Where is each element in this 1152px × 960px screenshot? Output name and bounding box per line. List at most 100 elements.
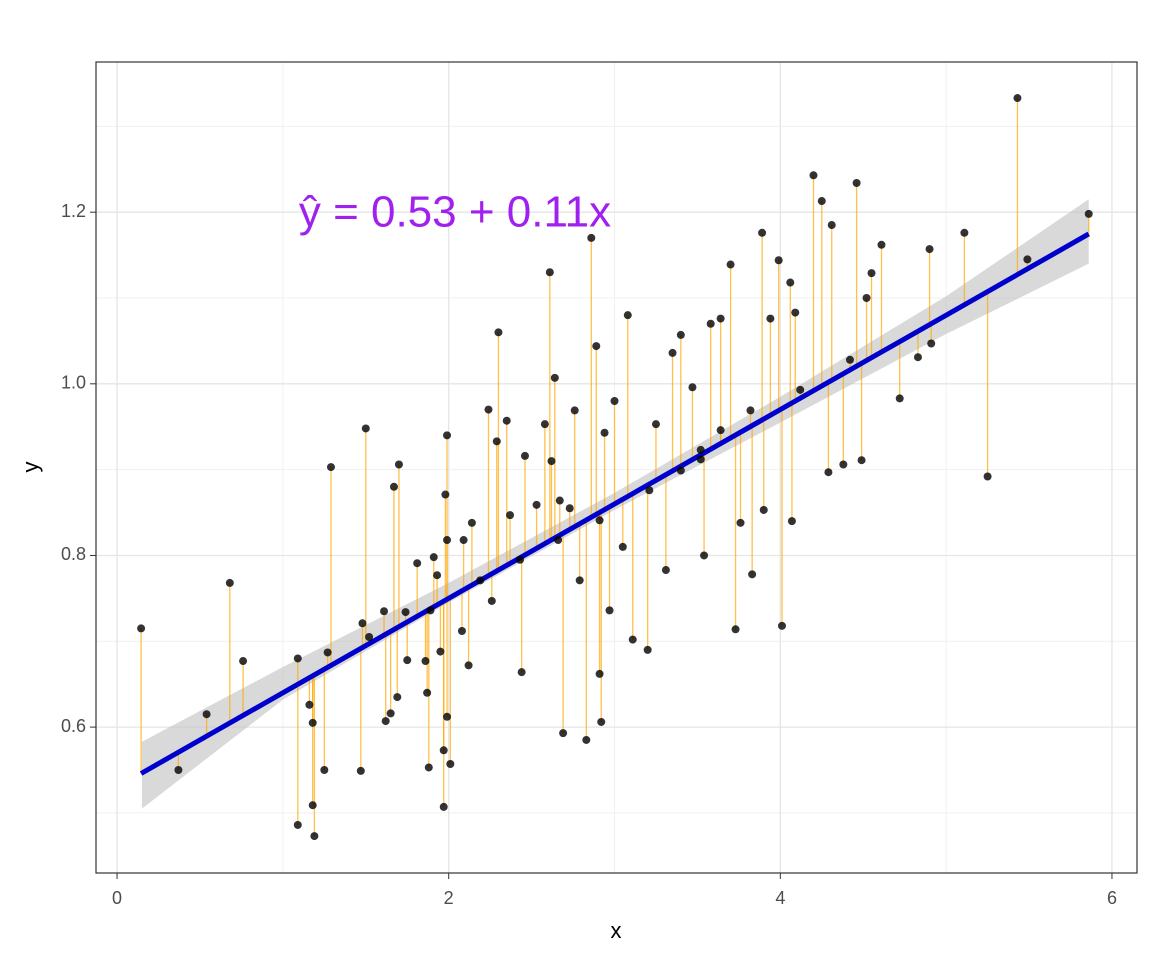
data-point — [365, 632, 374, 641]
data-point — [443, 536, 452, 545]
data-point — [239, 657, 248, 666]
y-tick-label: 0.8 — [61, 544, 86, 564]
data-point — [696, 445, 705, 454]
x-tick-label: 4 — [775, 888, 785, 908]
y-tick-label: 1.0 — [61, 373, 86, 393]
data-point — [393, 693, 402, 702]
data-point — [323, 648, 332, 657]
data-point — [429, 553, 438, 562]
data-point — [308, 801, 317, 810]
data-point — [748, 570, 757, 579]
x-tick-label: 2 — [444, 888, 454, 908]
data-point — [361, 424, 370, 433]
data-point — [759, 505, 768, 514]
data-point — [857, 456, 866, 465]
data-point — [623, 311, 632, 320]
data-point — [913, 353, 922, 362]
data-point — [293, 820, 302, 829]
data-point — [845, 355, 854, 364]
data-point — [983, 472, 992, 481]
data-point — [676, 466, 685, 475]
data-point — [716, 314, 725, 323]
data-point — [386, 709, 395, 718]
data-point — [925, 245, 934, 254]
data-point — [726, 260, 735, 269]
data-point — [587, 233, 596, 242]
data-point — [559, 729, 568, 738]
data-point — [426, 606, 435, 615]
data-point — [443, 712, 452, 721]
data-point — [651, 420, 660, 429]
plot-area — [137, 94, 1093, 841]
data-point — [517, 668, 526, 677]
data-point — [746, 406, 755, 415]
data-point — [824, 468, 833, 477]
data-point — [582, 735, 591, 744]
data-point — [960, 228, 969, 237]
data-point — [867, 269, 876, 278]
data-point — [618, 542, 627, 551]
data-point — [487, 596, 496, 605]
data-point — [380, 607, 389, 616]
data-point — [716, 426, 725, 435]
data-point — [643, 645, 652, 654]
data-point — [443, 431, 452, 440]
data-point — [202, 710, 211, 719]
y-tick-label: 1.2 — [61, 201, 86, 221]
data-point — [394, 460, 403, 469]
data-point — [320, 766, 329, 775]
data-point — [774, 256, 783, 265]
data-point — [403, 656, 412, 665]
data-point — [565, 504, 574, 513]
data-point — [661, 566, 670, 575]
data-point — [927, 339, 936, 348]
y-axis-title: y — [18, 462, 43, 473]
data-point — [554, 536, 563, 545]
data-point — [595, 516, 604, 525]
data-point — [700, 551, 709, 560]
data-point — [827, 221, 836, 230]
data-point — [877, 240, 886, 249]
data-point — [308, 718, 317, 727]
data-point — [817, 197, 826, 206]
data-point — [439, 802, 448, 811]
data-point — [570, 406, 579, 415]
data-point — [575, 576, 584, 585]
data-point — [766, 314, 775, 323]
data-point — [421, 657, 430, 666]
x-axis-title: x — [611, 918, 622, 943]
data-point — [484, 405, 493, 414]
data-point — [436, 647, 445, 656]
data-point — [464, 661, 473, 670]
fit-line — [139, 231, 1090, 776]
data-point — [1023, 255, 1032, 264]
data-point — [137, 624, 146, 633]
data-point — [555, 496, 564, 505]
data-point — [550, 373, 559, 382]
panel-border — [95, 61, 1138, 874]
data-point — [293, 654, 302, 663]
data-point — [688, 383, 697, 392]
data-point — [777, 621, 786, 630]
data-point — [502, 416, 511, 425]
data-point — [467, 518, 476, 527]
data-point — [895, 394, 904, 403]
data-point — [476, 576, 485, 585]
grid — [96, 62, 1137, 873]
data-point — [696, 455, 705, 464]
data-point — [1013, 94, 1022, 103]
data-point — [423, 688, 432, 697]
data-point — [457, 626, 466, 635]
data-point — [610, 396, 619, 405]
y-tick-label: 0.6 — [61, 716, 86, 736]
data-point — [446, 760, 455, 769]
data-point — [439, 746, 448, 755]
data-point — [706, 319, 715, 328]
data-point — [597, 717, 606, 726]
data-point — [441, 490, 450, 499]
data-point — [225, 578, 234, 587]
data-point — [791, 308, 800, 317]
data-point — [1084, 209, 1093, 218]
data-point — [413, 559, 422, 568]
